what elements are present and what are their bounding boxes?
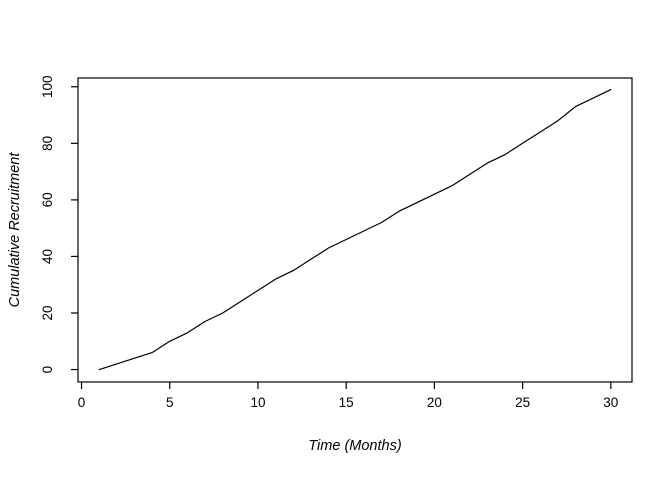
- y-tick-label: 40: [40, 249, 55, 264]
- y-tick-label: 20: [40, 305, 55, 320]
- y-axis: 0 20 40 60 80 100: [40, 76, 78, 374]
- x-axis: 0 5 10 15 20 25 30: [78, 382, 618, 410]
- x-tick-label: 20: [427, 395, 442, 410]
- x-axis-title: Time (Months): [308, 438, 401, 454]
- y-tick-label: 80: [40, 136, 55, 151]
- data-line-cumulative-recruitment: [98, 88, 612, 371]
- x-tick-label: 0: [78, 395, 86, 410]
- y-tick-label: 0: [40, 366, 55, 374]
- x-tick-label: 30: [603, 395, 618, 410]
- y-tick-label: 100: [40, 76, 55, 99]
- plot-area-box: [77, 77, 633, 383]
- y-tick-label: 60: [40, 192, 55, 207]
- x-tick-label: 15: [339, 395, 354, 410]
- x-tick-label: 5: [166, 395, 174, 410]
- y-axis-title: Cumulative Recruitment: [7, 152, 23, 308]
- x-tick-label: 25: [515, 395, 530, 410]
- x-tick-label: 10: [250, 395, 265, 410]
